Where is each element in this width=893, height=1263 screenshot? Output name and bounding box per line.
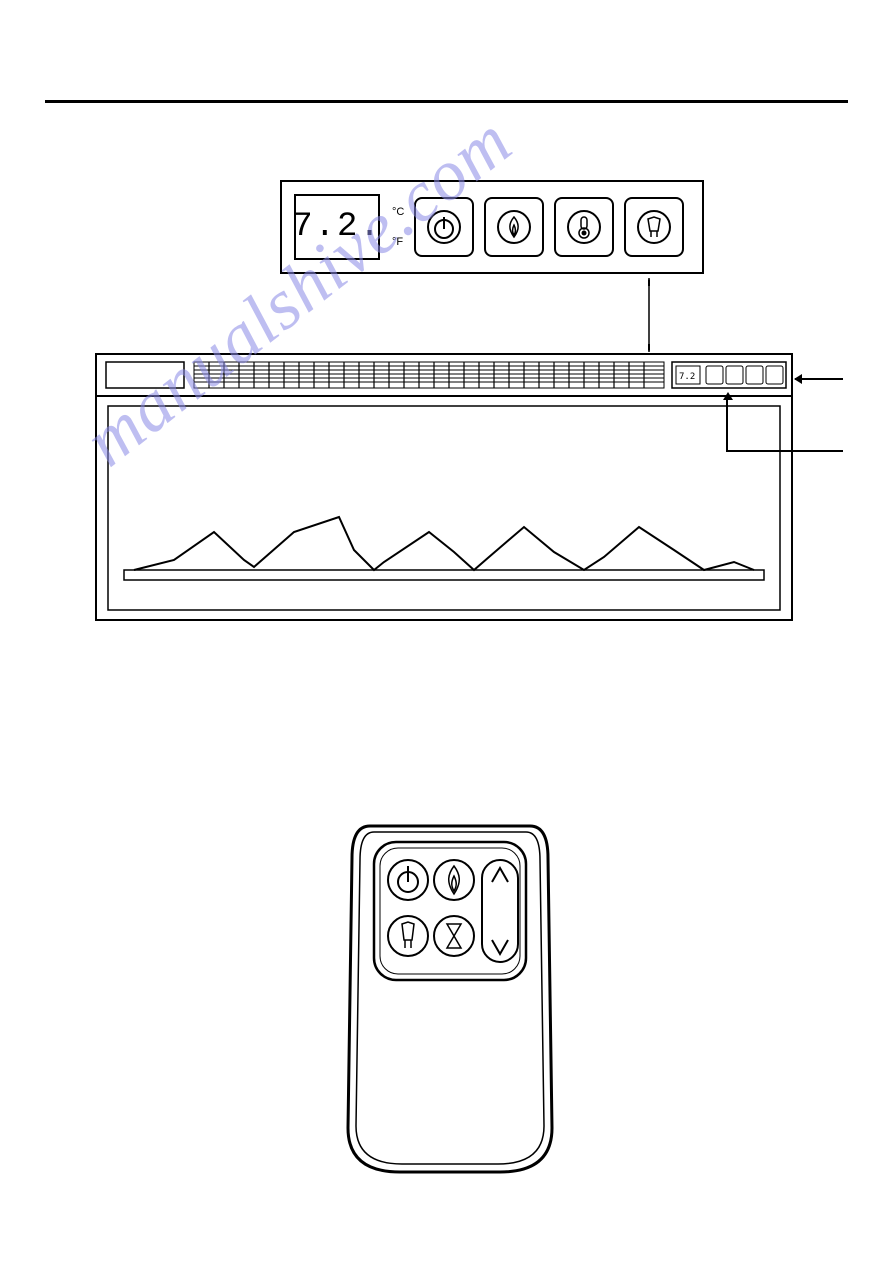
- power-button[interactable]: [414, 197, 474, 257]
- control-panel-zoom: 7.2. °C °F: [280, 180, 704, 274]
- up-icon: [492, 868, 508, 882]
- flame-button[interactable]: [484, 197, 544, 257]
- remote-flame-button: [434, 860, 474, 900]
- leader-line: [648, 278, 650, 352]
- lcd-display: 7.2.: [294, 194, 380, 260]
- remote-light-button: [388, 916, 428, 956]
- remote-power-button: [388, 860, 428, 900]
- thermostat-icon: [564, 207, 604, 247]
- remote-control: [340, 818, 560, 1180]
- page: 7.2. °C °F: [0, 0, 893, 1263]
- thermostat-button[interactable]: [554, 197, 614, 257]
- temp-units: °C °F: [392, 206, 404, 248]
- mini-display-value: 7.2: [679, 372, 695, 382]
- light-button[interactable]: [624, 197, 684, 257]
- remote-timer-button: [434, 916, 474, 956]
- flame-icon: [494, 207, 534, 247]
- power-icon: [424, 207, 464, 247]
- top-rule: [45, 100, 848, 103]
- display-value: 7.2.: [292, 208, 382, 246]
- down-icon: [492, 940, 508, 954]
- light-icon: [634, 207, 674, 247]
- callout-arrow-receiver: [726, 450, 843, 452]
- callout-arrow-panel: [795, 378, 843, 380]
- unit-fahrenheit: °F: [392, 236, 404, 248]
- fireplace-unit: 7.2: [94, 352, 794, 622]
- unit-celsius: °C: [392, 206, 404, 218]
